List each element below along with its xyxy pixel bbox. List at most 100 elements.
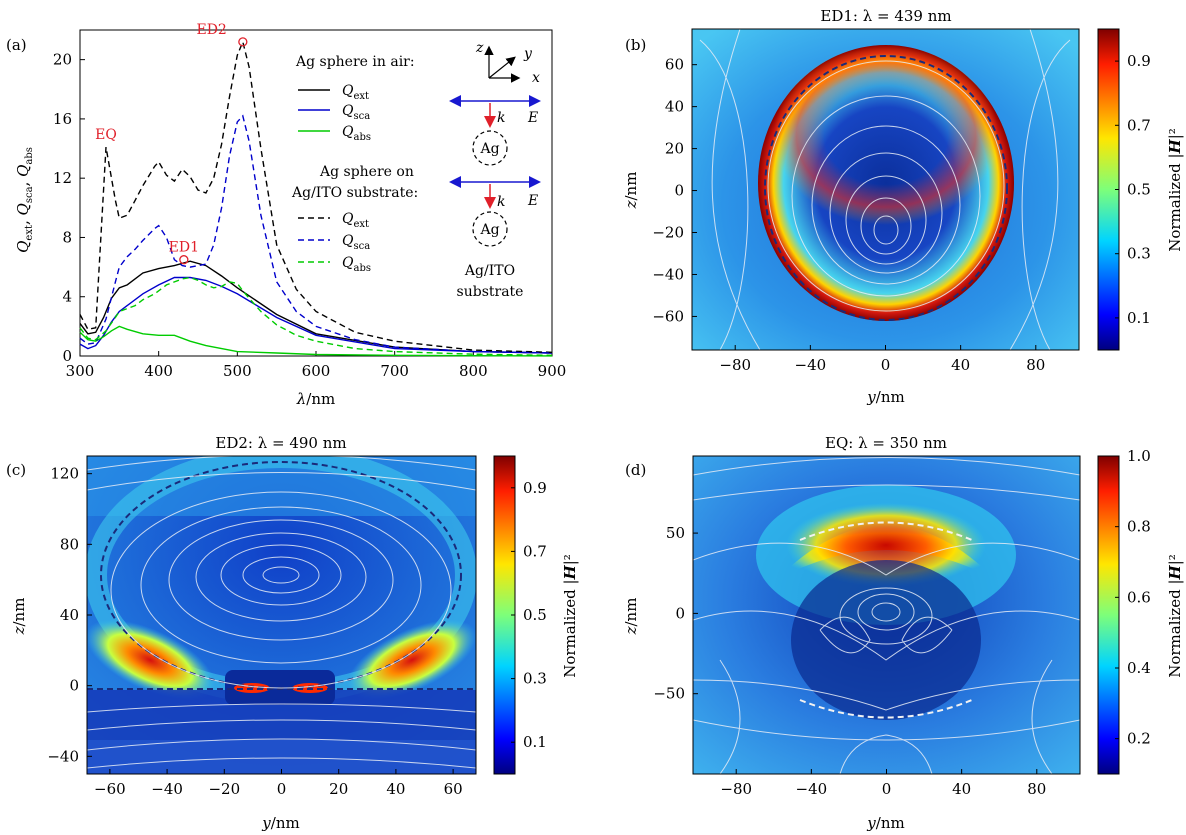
ytick-label: 0 bbox=[69, 677, 79, 695]
panel-d-colorbar-ticks: 1.0 0.8 0.6 0.4 0.2 bbox=[1115, 447, 1151, 748]
panel-a-xtick-label: 800 bbox=[459, 362, 488, 380]
xtick-label: −40 bbox=[795, 356, 827, 374]
panel-a-ylabel: Qext, Qsca, Qabs bbox=[14, 147, 35, 253]
series-line-substrate-q-abs bbox=[79, 276, 553, 356]
wavevector-label-1: k bbox=[497, 110, 505, 126]
field-e-label-1: E bbox=[527, 110, 538, 126]
panel-c-letter: (c) bbox=[6, 461, 26, 479]
panel-d-heatmap: (d) EQ: λ = 350 nm bbox=[622, 434, 1184, 832]
panel-a-xtick-label: 700 bbox=[380, 362, 409, 380]
ytick-label: 40 bbox=[665, 98, 684, 116]
panel-a-series-lines bbox=[79, 39, 553, 357]
panel-a-annotations: EQ ED1 ED2 bbox=[95, 22, 248, 265]
xtick-label: 0 bbox=[881, 356, 891, 374]
panel-c-title: ED2: λ = 490 nm bbox=[215, 434, 346, 452]
axis-z-label: z bbox=[475, 40, 484, 56]
annotation-marker bbox=[238, 37, 248, 47]
panel-d-ticks: −80 −40 0 40 80 50 0 −50 bbox=[653, 524, 1046, 798]
panel-d-title: EQ: λ = 350 nm bbox=[825, 434, 947, 452]
series-line-air-q-abs bbox=[79, 325, 553, 357]
colorbar-tick-label: 0.7 bbox=[523, 542, 547, 560]
panel-b-title: ED1: λ = 439 nm bbox=[820, 7, 951, 25]
ytick-label: 0 bbox=[675, 604, 685, 622]
panel-a-ytick-label: 0 bbox=[62, 347, 72, 365]
panel-b-colorbar-ticks: 0.9 0.7 0.5 0.3 0.1 bbox=[1115, 52, 1151, 327]
sphere-label-2: Ag bbox=[479, 222, 499, 238]
substrate-label-1: Ag/ITO bbox=[464, 263, 515, 279]
panel-a-ytick-label: 8 bbox=[62, 228, 72, 246]
panel-a-schematic: z y x E k Ag E k Ag Ag/ITO substrate bbox=[449, 40, 541, 300]
annotation-marker bbox=[179, 255, 189, 265]
xtick-label: −40 bbox=[796, 780, 828, 798]
panel-a-ytick-label: 16 bbox=[53, 110, 72, 128]
legend-label: Qext bbox=[342, 83, 369, 102]
colorbar-tick-label: 0.3 bbox=[1127, 245, 1151, 263]
xtick-label: −40 bbox=[151, 780, 183, 798]
colorbar-tick-label: 0.8 bbox=[1127, 518, 1151, 536]
annotation-label: ED1 bbox=[169, 240, 199, 256]
panel-a-xtick-label: 400 bbox=[144, 362, 173, 380]
colorbar-tick-label: 0.5 bbox=[1127, 181, 1151, 199]
panel-c-ylabel: z/nm bbox=[10, 598, 28, 636]
legend-label: Qsca bbox=[342, 103, 370, 122]
legend-header-air: Ag sphere in air: bbox=[295, 54, 415, 70]
panel-a-ytick-label: 20 bbox=[53, 51, 72, 69]
panel-a-letter: (a) bbox=[6, 36, 27, 54]
xtick-label: 40 bbox=[951, 356, 970, 374]
colorbar-tick-label: 0.9 bbox=[1127, 52, 1151, 70]
series-line-air-q-ext bbox=[79, 260, 553, 354]
xtick-label: 0 bbox=[277, 780, 287, 798]
panel-c-colorbar-ticks: 0.9 0.7 0.5 0.3 0.1 bbox=[511, 479, 547, 751]
xtick-label: −60 bbox=[94, 780, 126, 798]
axis-y-label: y bbox=[523, 46, 533, 62]
panel-c-ticks: −60 −40 −20 0 20 40 60 120 80 40 0 −40 bbox=[47, 465, 462, 798]
panel-a-xtick-label: 600 bbox=[302, 362, 331, 380]
panel-a-xtick-label: 500 bbox=[223, 362, 252, 380]
xtick-label: 40 bbox=[952, 780, 971, 798]
colorbar-tick-label: 0.3 bbox=[523, 670, 547, 688]
legend-label: Qsca bbox=[342, 233, 370, 252]
legend-label: Qext bbox=[342, 211, 369, 230]
panel-b-xlabel: y/nm bbox=[866, 388, 904, 406]
colorbar-tick-label: 0.6 bbox=[1127, 588, 1151, 606]
legend-label: Qabs bbox=[342, 124, 371, 143]
xtick-label: 80 bbox=[1026, 356, 1045, 374]
ytick-label: 0 bbox=[674, 182, 684, 200]
panel-a-xlabel: λ/nm bbox=[296, 390, 335, 408]
field-e-label-2: E bbox=[527, 193, 538, 209]
panel-b-ylabel: z/nm bbox=[622, 172, 640, 210]
panel-a-xtick-label: 300 bbox=[66, 362, 95, 380]
colorbar-tick-label: 0.7 bbox=[1127, 116, 1151, 134]
sphere-substrate bbox=[472, 211, 508, 247]
axis-x-label: x bbox=[532, 70, 540, 86]
annotation-label: ED2 bbox=[196, 22, 226, 38]
panel-d-colorbar bbox=[1097, 455, 1120, 775]
legend-header-substrate-1: Ag sphere on bbox=[319, 164, 414, 180]
colorbar-tick-label: 0.5 bbox=[523, 606, 547, 624]
panel-b-letter: (b) bbox=[625, 36, 646, 54]
panel-b-ticks: −80 −40 0 40 80 60 40 20 0 −20 −40 −60 bbox=[652, 56, 1045, 374]
panel-c-xlabel: y/nm bbox=[261, 814, 299, 832]
xtick-label: −20 bbox=[208, 780, 240, 798]
panel-a-ytick-label: 12 bbox=[53, 169, 72, 187]
sphere-air bbox=[472, 130, 508, 166]
xtick-label: −80 bbox=[719, 356, 751, 374]
ytick-label: −40 bbox=[652, 265, 684, 283]
panel-b-colorbar-label: Normalized |H|² bbox=[1166, 128, 1184, 252]
panel-c-field-map bbox=[87, 456, 476, 774]
axis-y-arrow bbox=[488, 56, 516, 79]
sphere-label-1: Ag bbox=[479, 141, 499, 157]
series-line-substrate-q-sca bbox=[79, 114, 553, 354]
panel-c-heatmap: (c) ED2: λ = 490 nm bbox=[6, 434, 579, 832]
xtick-label: 60 bbox=[444, 780, 463, 798]
ytick-label: −40 bbox=[47, 747, 79, 765]
xtick-label: −80 bbox=[720, 780, 752, 798]
panel-c-colorbar-label: Normalized |H|² bbox=[561, 554, 579, 678]
colorbar-tick-label: 0.1 bbox=[523, 733, 547, 751]
colorbar-tick-label: 1.0 bbox=[1127, 447, 1151, 465]
ytick-label: 50 bbox=[666, 524, 685, 542]
panel-a-legend: Ag sphere in air: QextQscaQabsQextQscaQa… bbox=[291, 54, 418, 274]
